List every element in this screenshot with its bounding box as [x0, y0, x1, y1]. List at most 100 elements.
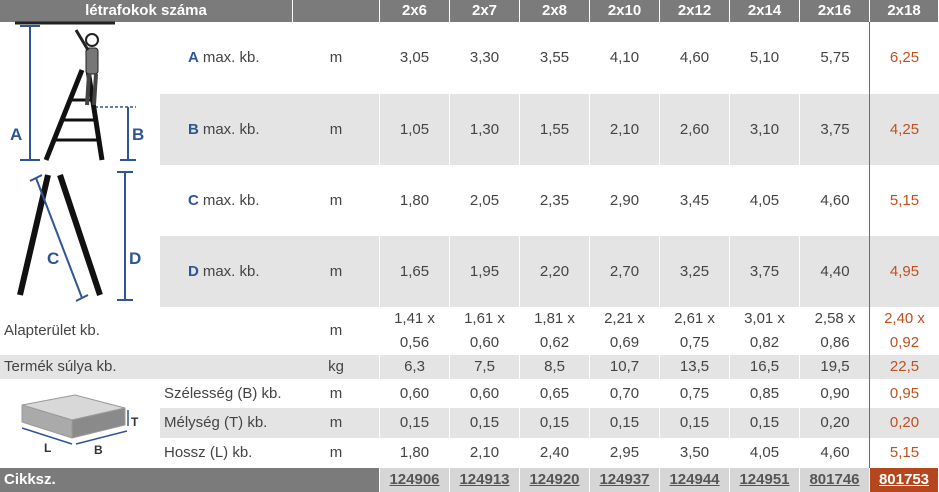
value: 16,5	[730, 355, 800, 379]
article-number[interactable]: 801746	[800, 468, 870, 492]
column-header: 2x7	[450, 0, 520, 22]
value: 0,60	[380, 379, 450, 408]
row-label-text: max. kb.	[202, 191, 260, 209]
value: 6,25	[889, 49, 920, 66]
value: 3,50	[660, 438, 730, 468]
unit: kg	[293, 355, 380, 379]
article-number[interactable]: 124951	[730, 468, 800, 492]
value: 0,15	[730, 408, 800, 438]
value: 8,5	[520, 355, 590, 379]
value: 4,60	[660, 22, 730, 94]
dim-label: T	[131, 415, 139, 429]
row-letter: D	[188, 262, 199, 280]
value: 10,7	[590, 355, 660, 379]
unit: m	[293, 236, 380, 307]
value: 0,20	[800, 408, 870, 438]
value: 7,5	[450, 355, 520, 379]
row-letter: C	[188, 191, 199, 209]
value: 3,05	[380, 22, 450, 94]
value-line: 2,40 x	[884, 310, 925, 327]
value-line: 0,92	[889, 334, 920, 351]
article-number[interactable]: 124920	[520, 468, 590, 492]
value: 1,81 x 0,62	[520, 307, 590, 355]
value: 2,40	[520, 438, 590, 468]
row-label-text: max. kb.	[202, 262, 260, 280]
value: 3,25	[660, 236, 730, 307]
value-line: 3,01 x	[744, 310, 785, 327]
value: 19,5	[800, 355, 870, 379]
row-label: Mélység (T) kb.	[160, 408, 293, 438]
header-unit	[293, 0, 380, 22]
value: 1,61 x 0,60	[450, 307, 520, 355]
value: 1,80	[380, 438, 450, 468]
unit: m	[293, 438, 380, 468]
dim-label: D	[129, 249, 141, 268]
value: 0,15	[590, 408, 660, 438]
value: 0,15	[520, 408, 590, 438]
column-header: 2x16	[800, 0, 870, 22]
article-number[interactable]: 801753	[870, 468, 939, 492]
article-number[interactable]: 124913	[450, 468, 520, 492]
value: 4,60	[820, 191, 850, 209]
value: 5,10	[730, 22, 800, 94]
value: 0,15	[380, 408, 450, 438]
value: 4,60	[820, 444, 850, 461]
unit: m	[293, 379, 380, 408]
value-line: 0,62	[539, 334, 570, 351]
value: 1,95	[450, 236, 520, 307]
unit: m	[293, 307, 380, 355]
value: 1,41 x 0,56	[380, 307, 450, 355]
value: 4,95	[870, 236, 939, 307]
value: 2,60	[660, 94, 730, 165]
value: 6,3	[380, 355, 450, 379]
value-line: 0,56	[399, 334, 430, 351]
row-label: Szélesség (B) kb.	[164, 384, 282, 402]
value: 22,5	[870, 355, 939, 379]
value: 2,70	[590, 236, 660, 307]
article-number[interactable]: 124906	[380, 468, 450, 492]
value: 4,05	[730, 165, 800, 236]
value: 2,90	[590, 165, 660, 236]
value-line: 2,58 x	[814, 310, 856, 327]
value-line: 0,60	[469, 334, 500, 351]
value-line: 1,81 x	[534, 310, 575, 327]
value: 3,01 x 0,82	[730, 307, 800, 355]
value: 2,40 x 0,92	[870, 307, 939, 355]
unit: m	[293, 94, 380, 165]
value: 3,10	[730, 94, 800, 165]
illustrations: A B C D T L B	[10, 21, 144, 457]
article-number[interactable]: 124937	[590, 468, 660, 492]
value: 2,35	[520, 165, 590, 236]
value: 5,15	[889, 444, 920, 461]
column-header: 2x18	[870, 0, 939, 22]
dim-label: A	[10, 125, 22, 144]
row-label-text: max. kb.	[202, 49, 260, 66]
value: 3,55	[520, 22, 590, 94]
value: 0,15	[660, 408, 730, 438]
row-letter: B	[188, 120, 199, 138]
unit: m	[293, 22, 380, 94]
unit: m	[293, 165, 380, 236]
value: 2,10	[450, 438, 520, 468]
value: 2,20	[520, 236, 590, 307]
article-number[interactable]: 124944	[660, 468, 730, 492]
value-line: 2,21 x	[604, 310, 645, 327]
value: 3,75	[730, 236, 800, 307]
column-header: 2x10	[590, 0, 660, 22]
dim-label: L	[44, 441, 51, 455]
value: 3,45	[660, 165, 730, 236]
value: 4,25	[870, 94, 939, 165]
value: 2,61 x 0,75	[660, 307, 730, 355]
value: 2,21 x 0,69	[590, 307, 660, 355]
value: 1,55	[520, 94, 590, 165]
value: 4,05	[730, 438, 800, 468]
value-line: 0,82	[749, 334, 780, 351]
value: 2,95	[590, 438, 660, 468]
value: 1,30	[450, 94, 520, 165]
value: 0,70	[590, 379, 660, 408]
value: 2,10	[590, 94, 660, 165]
value: 0,95	[889, 384, 920, 402]
dim-label: C	[47, 249, 59, 268]
